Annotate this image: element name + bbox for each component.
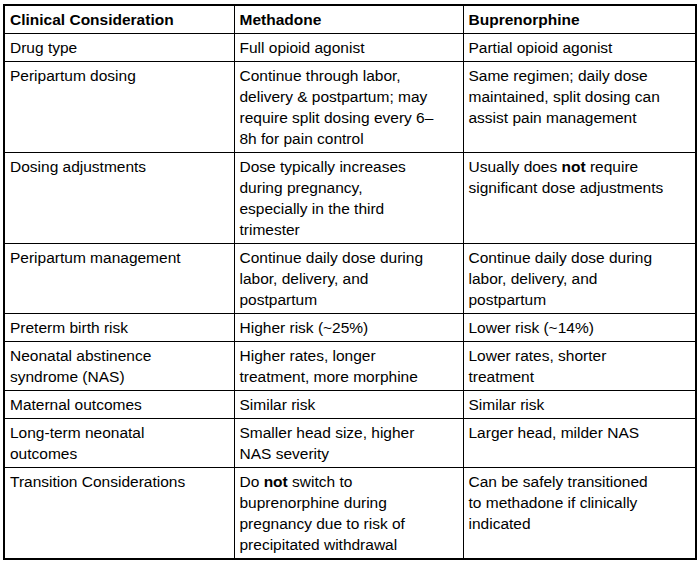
cell-consideration: Drug type bbox=[4, 34, 234, 62]
text-segment: Do bbox=[240, 473, 264, 490]
text-segment: Preterm birth risk bbox=[10, 319, 128, 336]
text-segment: Higher risk (~25%) bbox=[240, 319, 369, 336]
cell-consideration: Peripartum dosing bbox=[4, 62, 234, 153]
text-segment: Partial opioid agonist bbox=[469, 39, 613, 56]
text-segment: Can be safely transitioned to methadone … bbox=[469, 473, 648, 532]
cell-buprenorphine: Same regimen; daily dose maintained, spl… bbox=[463, 62, 696, 153]
cell-buprenorphine: Usually does not require significant dos… bbox=[463, 153, 696, 244]
text-segment: Larger head, milder NAS bbox=[469, 424, 640, 441]
cell-methadone: Full opioid agonist bbox=[234, 34, 463, 62]
table-row: Neonatal abstinence syndrome (NAS) Higher… bbox=[4, 342, 696, 391]
text-segment: Continue daily dose during labor, delive… bbox=[240, 249, 424, 308]
cell-buprenorphine: Partial opioid agonist bbox=[463, 34, 696, 62]
text-segment: Same regimen; daily dose maintained, spl… bbox=[469, 67, 660, 126]
table-row: Drug type Full opioid agonist Partial opio… bbox=[4, 34, 696, 62]
text-segment: Long-term neonatal outcomes bbox=[10, 424, 144, 462]
text-segment: Smaller head size, higher NAS severity bbox=[240, 424, 415, 462]
cell-consideration: Transition Considerations bbox=[4, 468, 234, 560]
text-segment: Continue through labor, delivery & postp… bbox=[240, 67, 434, 147]
header-buprenorphine: Buprenorphine bbox=[463, 5, 696, 34]
cell-buprenorphine: Lower risk (~14%) bbox=[463, 314, 696, 342]
text-segment: Peripartum dosing bbox=[10, 67, 136, 84]
cell-consideration: Peripartum management bbox=[4, 244, 234, 314]
text-segment: Peripartum management bbox=[10, 249, 181, 266]
bold-text-segment: not bbox=[264, 473, 288, 490]
cell-methadone: Do not switch to buprenorphine during pr… bbox=[234, 468, 463, 560]
cell-methadone: Similar risk bbox=[234, 391, 463, 419]
cell-buprenorphine: Larger head, milder NAS bbox=[463, 419, 696, 468]
text-segment: Full opioid agonist bbox=[240, 39, 365, 56]
text-segment: Transition Considerations bbox=[10, 473, 185, 490]
cell-buprenorphine: Lower rates, shorter treatment bbox=[463, 342, 696, 391]
table-row: Peripartum management Continue daily dose… bbox=[4, 244, 696, 314]
table-row: Maternal outcomes Similar risk Similar ris… bbox=[4, 391, 696, 419]
bold-text-segment: not bbox=[562, 158, 586, 175]
text-segment: Maternal outcomes bbox=[10, 396, 142, 413]
header-row: Clinical Consideration Methadone Bupreno… bbox=[4, 5, 696, 34]
cell-methadone: Dose typically increases during pregnanc… bbox=[234, 153, 463, 244]
cell-consideration: Long-term neonatal outcomes bbox=[4, 419, 234, 468]
cell-buprenorphine: Can be safely transitioned to methadone … bbox=[463, 468, 696, 560]
header-methadone: Methadone bbox=[234, 5, 463, 34]
table-row: Dosing adjustments Dose typically increas… bbox=[4, 153, 696, 244]
cell-buprenorphine: Similar risk bbox=[463, 391, 696, 419]
cell-consideration: Preterm birth risk bbox=[4, 314, 234, 342]
text-segment: Usually does bbox=[469, 158, 562, 175]
clinical-comparison-table: Clinical Consideration Methadone Bupreno… bbox=[3, 4, 697, 560]
cell-methadone: Smaller head size, higher NAS severity bbox=[234, 419, 463, 468]
cell-buprenorphine: Continue daily dose during labor, delive… bbox=[463, 244, 696, 314]
text-segment: Neonatal abstinence syndrome (NAS) bbox=[10, 347, 151, 385]
text-segment: Higher rates, longer treatment, more mor… bbox=[240, 347, 418, 385]
text-segment: Dosing adjustments bbox=[10, 158, 146, 175]
cell-methadone: Continue through labor, delivery & postp… bbox=[234, 62, 463, 153]
cell-consideration: Maternal outcomes bbox=[4, 391, 234, 419]
table-row: Long-term neonatal outcomes Smaller head … bbox=[4, 419, 696, 468]
text-segment: Drug type bbox=[10, 39, 77, 56]
cell-consideration: Neonatal abstinence syndrome (NAS) bbox=[4, 342, 234, 391]
table-row: Peripartum dosing Continue through labor,… bbox=[4, 62, 696, 153]
cell-consideration: Dosing adjustments bbox=[4, 153, 234, 244]
table-row: Transition Considerations Do not switch t… bbox=[4, 468, 696, 560]
table-row: Preterm birth risk Higher risk (~25%) Lowe… bbox=[4, 314, 696, 342]
text-segment: Similar risk bbox=[240, 396, 316, 413]
text-segment: Dose typically increases during pregnanc… bbox=[240, 158, 406, 238]
text-segment: Continue daily dose during labor, delive… bbox=[469, 249, 653, 308]
cell-methadone: Continue daily dose during labor, delive… bbox=[234, 244, 463, 314]
text-segment: Similar risk bbox=[469, 396, 545, 413]
header-clinical-consideration: Clinical Consideration bbox=[4, 5, 234, 34]
text-segment: Lower risk (~14%) bbox=[469, 319, 594, 336]
text-segment: Lower rates, shorter treatment bbox=[469, 347, 607, 385]
cell-methadone: Higher rates, longer treatment, more mor… bbox=[234, 342, 463, 391]
table-body: Drug type Full opioid agonist Partial opio… bbox=[4, 34, 696, 560]
cell-methadone: Higher risk (~25%) bbox=[234, 314, 463, 342]
